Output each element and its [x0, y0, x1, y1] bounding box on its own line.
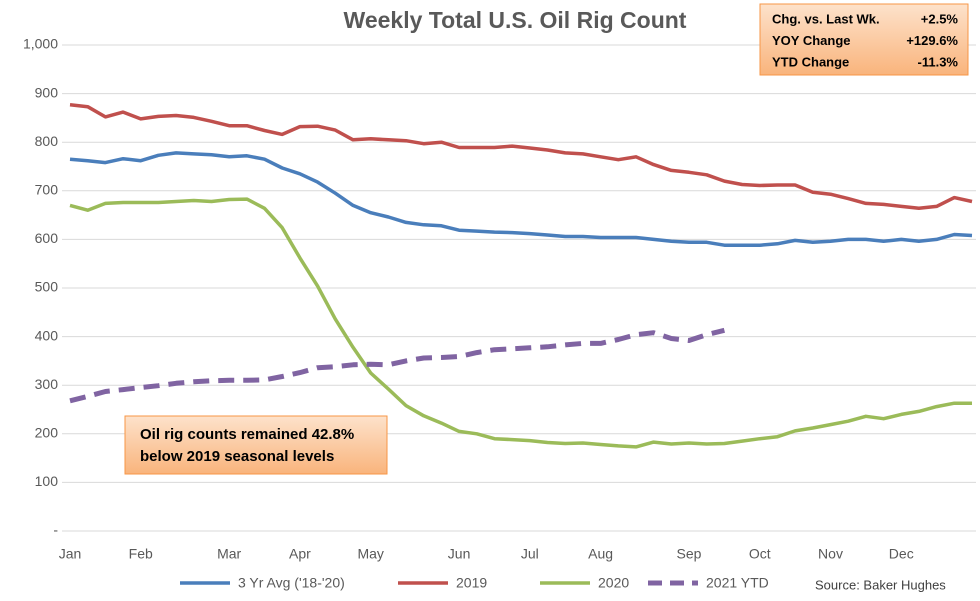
x-tick-label: Aug [588, 546, 613, 562]
y-tick-label: 400 [35, 327, 59, 343]
stat-value: +129.6% [906, 33, 958, 48]
x-tick-label: Jan [59, 546, 82, 562]
legend-label: 2020 [598, 575, 629, 591]
stat-value: +2.5% [921, 11, 959, 26]
series-line [69, 197, 972, 449]
y-tick-label: 800 [35, 133, 59, 149]
y-tick-label: 100 [35, 473, 59, 489]
stats-box [759, 3, 969, 76]
y-tick-label: 200 [35, 425, 59, 441]
chart-title: Weekly Total U.S. Oil Rig Count [344, 7, 687, 33]
x-tick-label: Mar [217, 546, 241, 562]
legend-label: 3 Yr Avg ('18-'20) [238, 575, 345, 591]
x-tick-label: Jul [521, 546, 539, 562]
x-tick-label: May [357, 546, 383, 562]
x-tick-label: Dec [889, 546, 914, 562]
lines [69, 103, 973, 449]
y-tick-label: 300 [35, 376, 59, 392]
series-line [69, 327, 726, 404]
series-line [69, 151, 973, 247]
note-text: below 2019 seasonal levels [140, 448, 334, 465]
y-tick-label: 1,000 [23, 36, 58, 52]
x-tick-label: Apr [289, 546, 311, 562]
x-tick-label: Feb [129, 546, 153, 562]
stat-label: YOY Change [772, 33, 851, 48]
series-line [69, 103, 973, 211]
y-tick-label: - [53, 522, 58, 538]
x-tick-label: Jun [448, 546, 471, 562]
y-tick-label: 600 [35, 230, 59, 246]
y-tick-label: 900 [35, 84, 59, 100]
stat-value: -11.3% [918, 54, 959, 69]
source: Source: Baker Hughes [815, 577, 946, 592]
x-tick-label: Sep [677, 546, 702, 562]
note-box [124, 415, 388, 475]
y-tick-label: 700 [35, 182, 59, 198]
stat-label: YTD Change [772, 54, 849, 69]
note-text: Oil rig counts remained 42.8% [140, 426, 354, 443]
y-tick-label: 500 [35, 279, 59, 295]
legend-label: 2019 [456, 575, 487, 591]
labels: - 100 200 300 400 500 600 700 800 900 1,000 Jan Feb M… [23, 11, 958, 590]
stat-label: Chg. vs. Last Wk. [772, 11, 880, 26]
x-tick-label: Nov [818, 546, 843, 562]
legend-label: 2021 YTD [706, 575, 769, 591]
x-tick-label: Oct [749, 546, 771, 562]
